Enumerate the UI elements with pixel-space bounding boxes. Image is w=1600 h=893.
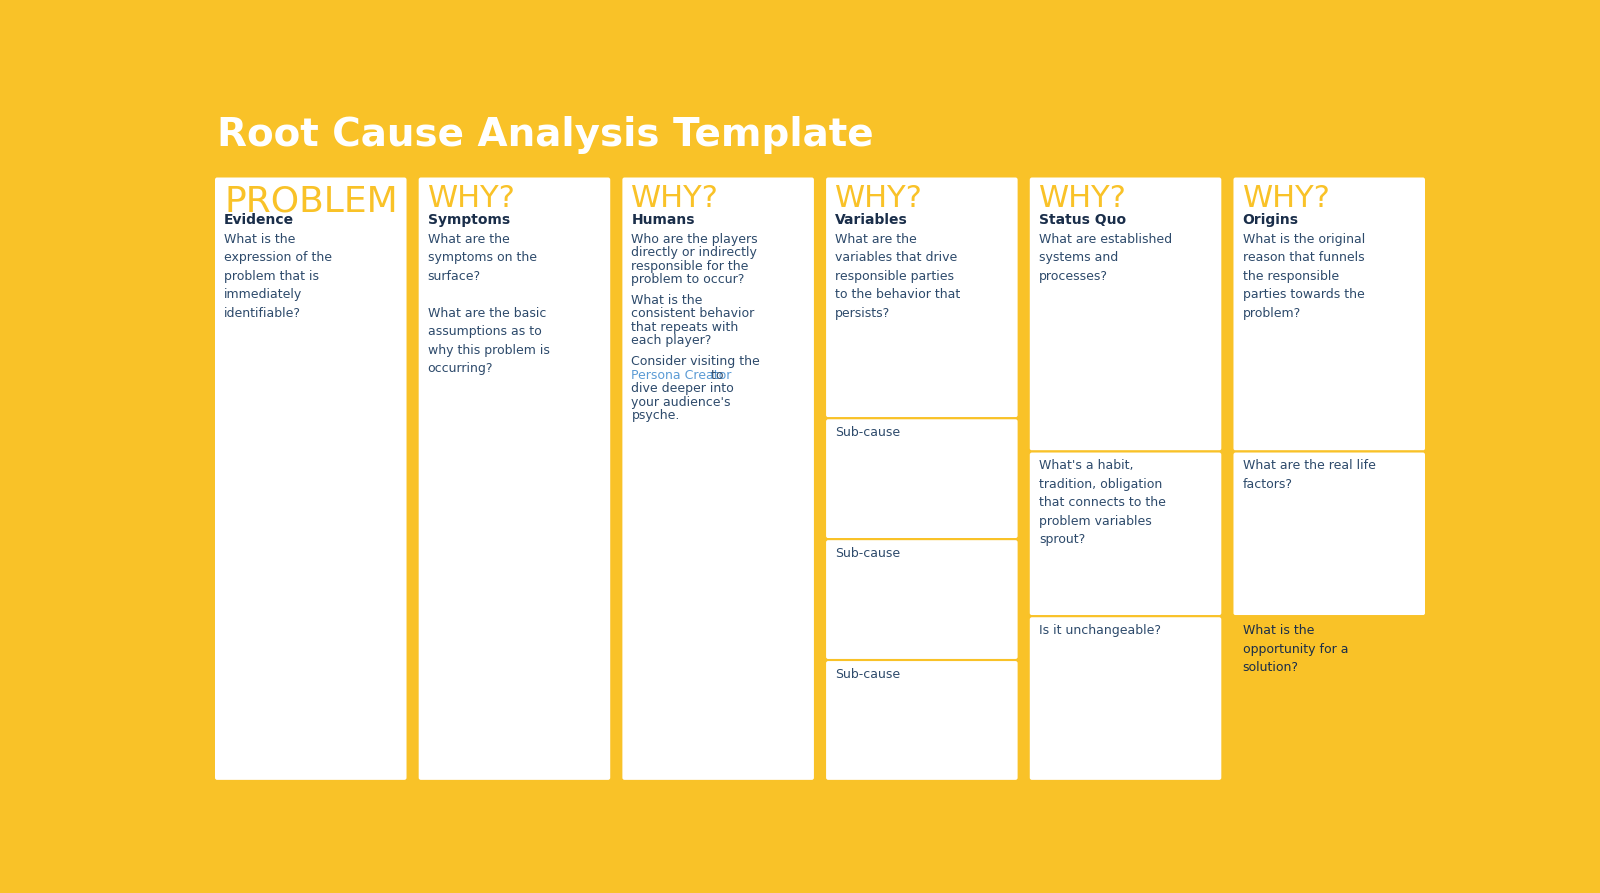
- Text: What is the
expression of the
problem that is
immediately
identifiable?: What is the expression of the problem th…: [224, 233, 333, 320]
- Text: Status Quo: Status Quo: [1038, 213, 1126, 228]
- FancyBboxPatch shape: [1232, 616, 1426, 780]
- Text: Origins: Origins: [1243, 213, 1299, 228]
- Text: WHY?: WHY?: [632, 184, 720, 213]
- Text: Who are the players: Who are the players: [632, 233, 758, 246]
- FancyBboxPatch shape: [826, 660, 1019, 780]
- Text: directly or indirectly: directly or indirectly: [632, 246, 757, 259]
- FancyBboxPatch shape: [214, 177, 408, 780]
- Text: What are the
symptoms on the
surface?

What are the basic
assumptions as to
why : What are the symptoms on the surface? Wh…: [427, 233, 549, 375]
- Text: Consider visiting the: Consider visiting the: [632, 355, 760, 368]
- Text: to: to: [707, 369, 723, 382]
- FancyBboxPatch shape: [826, 418, 1019, 539]
- FancyBboxPatch shape: [418, 177, 611, 780]
- Text: Root Cause Analysis Template: Root Cause Analysis Template: [218, 116, 874, 154]
- Text: What are the
variables that drive
responsible parties
to the behavior that
persi: What are the variables that drive respon…: [835, 233, 960, 320]
- Text: Variables: Variables: [835, 213, 907, 228]
- Text: Is it unchangeable?: Is it unchangeable?: [1038, 624, 1162, 638]
- Text: Symptoms: Symptoms: [427, 213, 510, 228]
- Text: WHY?: WHY?: [835, 184, 923, 213]
- Text: that repeats with: that repeats with: [632, 321, 739, 334]
- Text: What are established
systems and
processes?: What are established systems and process…: [1038, 233, 1171, 283]
- Text: Evidence: Evidence: [224, 213, 294, 228]
- Text: each player?: each player?: [632, 334, 712, 347]
- Text: PROBLEM: PROBLEM: [224, 184, 398, 218]
- Text: WHY?: WHY?: [427, 184, 515, 213]
- Text: Persona Creator: Persona Creator: [632, 369, 731, 382]
- FancyBboxPatch shape: [1029, 177, 1222, 452]
- Text: WHY?: WHY?: [1038, 184, 1126, 213]
- Text: What's a habit,
tradition, obligation
that connects to the
problem variables
spr: What's a habit, tradition, obligation th…: [1038, 460, 1166, 547]
- Text: Humans: Humans: [632, 213, 694, 228]
- Text: problem to occur?: problem to occur?: [632, 273, 744, 286]
- Text: dive deeper into: dive deeper into: [632, 382, 734, 396]
- Text: What is the: What is the: [632, 294, 702, 307]
- Text: What is the original
reason that funnels
the responsible
parties towards the
pro: What is the original reason that funnels…: [1243, 233, 1365, 320]
- Text: your audience's: your audience's: [632, 396, 731, 409]
- Text: psyche.: psyche.: [632, 409, 680, 422]
- FancyBboxPatch shape: [1232, 177, 1426, 452]
- FancyBboxPatch shape: [1029, 616, 1222, 780]
- Text: Sub-cause: Sub-cause: [835, 668, 901, 681]
- FancyBboxPatch shape: [200, 107, 1440, 163]
- FancyBboxPatch shape: [1232, 452, 1426, 616]
- Text: What is the
opportunity for a
solution?: What is the opportunity for a solution?: [1243, 624, 1349, 674]
- Text: responsible for the: responsible for the: [632, 260, 749, 272]
- FancyBboxPatch shape: [621, 177, 814, 780]
- FancyBboxPatch shape: [826, 539, 1019, 660]
- Text: WHY?: WHY?: [1243, 184, 1330, 213]
- Text: Sub-cause: Sub-cause: [835, 547, 901, 560]
- Text: Sub-cause: Sub-cause: [835, 426, 901, 439]
- FancyBboxPatch shape: [826, 177, 1019, 418]
- Text: consistent behavior: consistent behavior: [632, 307, 755, 321]
- FancyBboxPatch shape: [1029, 452, 1222, 616]
- Text: What are the real life
factors?: What are the real life factors?: [1243, 460, 1376, 491]
